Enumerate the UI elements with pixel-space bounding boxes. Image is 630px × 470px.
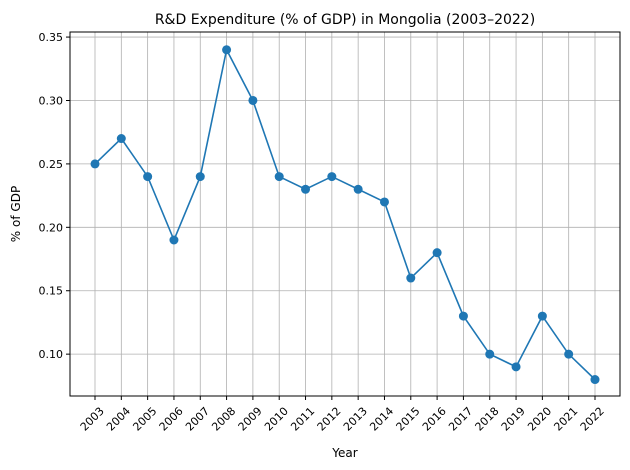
x-tick-label: 2006 [157, 405, 186, 434]
data-point [458, 311, 468, 321]
plot-frame [69, 31, 621, 397]
y-axis-label: % of GDP [9, 186, 23, 242]
x-tick-label: 2008 [209, 405, 238, 434]
data-point [327, 172, 337, 182]
x-tick-label: 2010 [262, 405, 291, 434]
x-tick-label: 2015 [394, 405, 423, 434]
grid [70, 32, 620, 396]
data-point [379, 197, 389, 207]
y-tick-label: 0.20 [39, 221, 64, 234]
x-tick-label: 2019 [499, 405, 528, 434]
x-tick-label: 2017 [446, 405, 475, 434]
data-point [169, 235, 179, 245]
data-point [564, 349, 574, 359]
data-point [195, 172, 205, 182]
y-tick-label: 0.10 [39, 348, 64, 361]
series-line [94, 47, 596, 381]
x-tick-label: 2004 [104, 405, 133, 434]
x-tick-label: 2021 [551, 405, 580, 434]
data-point [485, 349, 495, 359]
y-tick-label: 0.15 [39, 285, 64, 298]
x-tick-label: 2016 [420, 405, 449, 434]
x-tick-label: 2013 [341, 405, 370, 434]
data-point [537, 311, 547, 321]
x-axis-label: Year [331, 446, 357, 460]
data-point [90, 159, 100, 169]
plot-area [70, 32, 620, 396]
x-tick-label: 2009 [236, 405, 265, 434]
data-point [116, 134, 126, 144]
x-tick-label: 2020 [525, 405, 554, 434]
x-tick-label: 2018 [473, 405, 502, 434]
data-point [301, 184, 311, 194]
x-tick-label: 2007 [183, 405, 212, 434]
data-point [143, 172, 153, 182]
data-point [248, 95, 258, 105]
data-point [590, 375, 600, 385]
data-point [353, 184, 363, 194]
data-point [511, 362, 521, 372]
y-tick-label: 0.25 [39, 158, 64, 171]
x-tick-label: 2011 [288, 405, 317, 434]
x-tick-label: 2005 [130, 405, 159, 434]
y-tick-label: 0.35 [39, 31, 64, 44]
series [90, 45, 600, 385]
data-point [432, 248, 442, 258]
data-point [222, 45, 232, 55]
x-tick-label: 2014 [367, 405, 396, 434]
x-tick-label: 2022 [578, 405, 607, 434]
chart-title: R&D Expenditure (% of GDP) in Mongolia (… [155, 12, 535, 28]
data-point [274, 172, 284, 182]
data-point [406, 273, 416, 283]
x-tick-label: 2012 [315, 405, 344, 434]
y-tick-label: 0.30 [39, 94, 64, 107]
x-tick-label: 2003 [78, 405, 107, 434]
